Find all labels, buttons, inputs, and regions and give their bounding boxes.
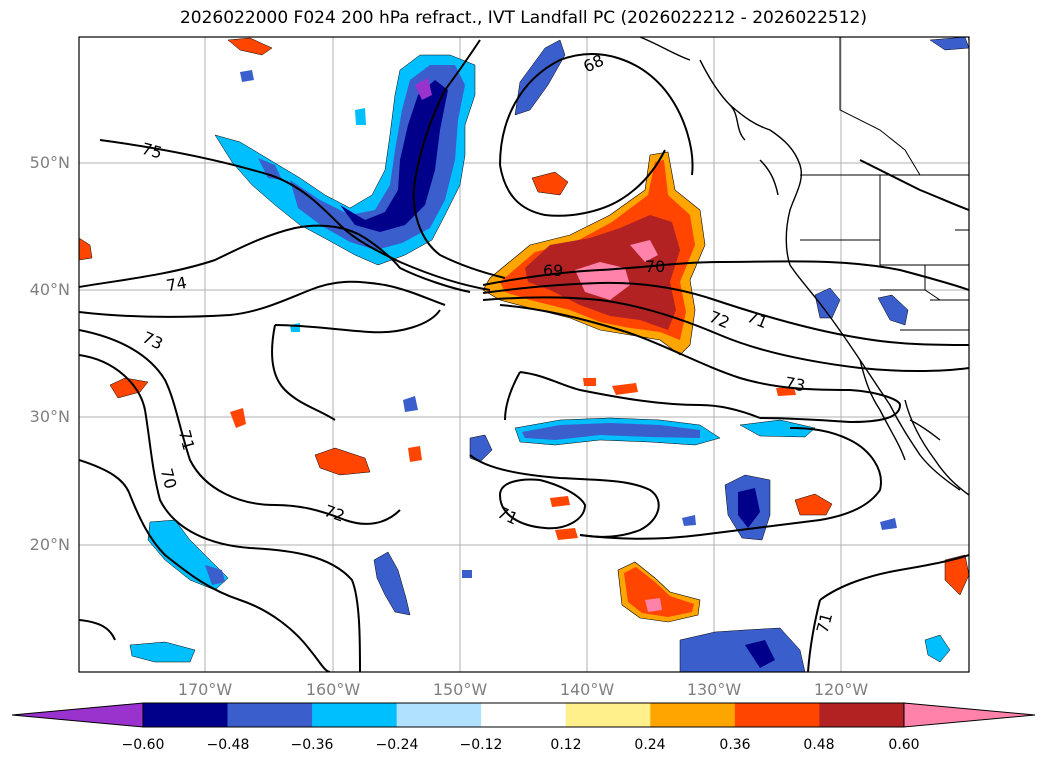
map-canvas: 75 74 73 71 70 72 71 68 69 70 72 71 73 7… (78, 36, 970, 673)
colorbar-segment (227, 703, 313, 727)
colorbar-segment (481, 703, 567, 727)
lon-label-160w: 160°W (305, 680, 361, 699)
colorbar-tick: −0.24 (375, 737, 419, 753)
lat-label-50n: 50°N (29, 153, 70, 172)
colorbar-segment (734, 703, 820, 727)
map-frame (78, 36, 970, 673)
colorbar-tick: −0.60 (121, 737, 165, 753)
colorbar-segment (565, 703, 651, 727)
colorbar-segment (312, 703, 398, 727)
contour-label: 75 (140, 139, 165, 163)
lon-label-140w: 140°W (559, 680, 615, 699)
colorbar-tick: −0.36 (290, 737, 334, 753)
colorbar-tick: 0.48 (803, 737, 835, 753)
lon-label-120w: 120°W (813, 680, 869, 699)
colorbar-segment (396, 703, 482, 727)
contour-label: 70 (645, 257, 665, 276)
map-title: 2026022000 F024 200 hPa refract., IVT La… (179, 8, 867, 28)
lat-label-40n: 40°N (29, 280, 70, 299)
colorbar-segment (819, 703, 905, 727)
lon-label-170w: 170°W (177, 680, 233, 699)
colorbar-tick: −0.48 (206, 737, 250, 753)
colorbar-tick: 0.24 (634, 737, 666, 753)
contour-label: 73 (783, 373, 806, 395)
colorbar-segment (650, 703, 736, 727)
colorbar-tick: 0.12 (550, 737, 582, 753)
contour-label: 69 (543, 261, 563, 280)
colorbar-tick: 0.60 (888, 737, 920, 753)
lat-label-30n: 30°N (29, 407, 70, 426)
lon-label-130w: 130°W (686, 680, 742, 699)
positive-anomaly-regions (79, 37, 969, 623)
contour-label: 70 (157, 466, 181, 491)
contour-label: 71 (813, 611, 837, 636)
contour-label: 74 (165, 273, 188, 295)
graticule (79, 37, 969, 672)
colorbar-extend-min (11, 702, 144, 728)
coastlines (639, 37, 969, 496)
colorbar-tick: −0.12 (459, 737, 503, 753)
lon-label-150w: 150°W (432, 680, 488, 699)
colorbar-segment (143, 703, 229, 727)
political-borders (800, 37, 969, 331)
lat-label-20n: 20°N (29, 535, 70, 554)
negative-anomaly-regions (129, 37, 969, 672)
contour-lines (79, 39, 969, 672)
colorbar-extend-max (903, 702, 1036, 728)
contour-label: 71 (175, 428, 199, 453)
colorbar-tick: 0.36 (719, 737, 751, 753)
